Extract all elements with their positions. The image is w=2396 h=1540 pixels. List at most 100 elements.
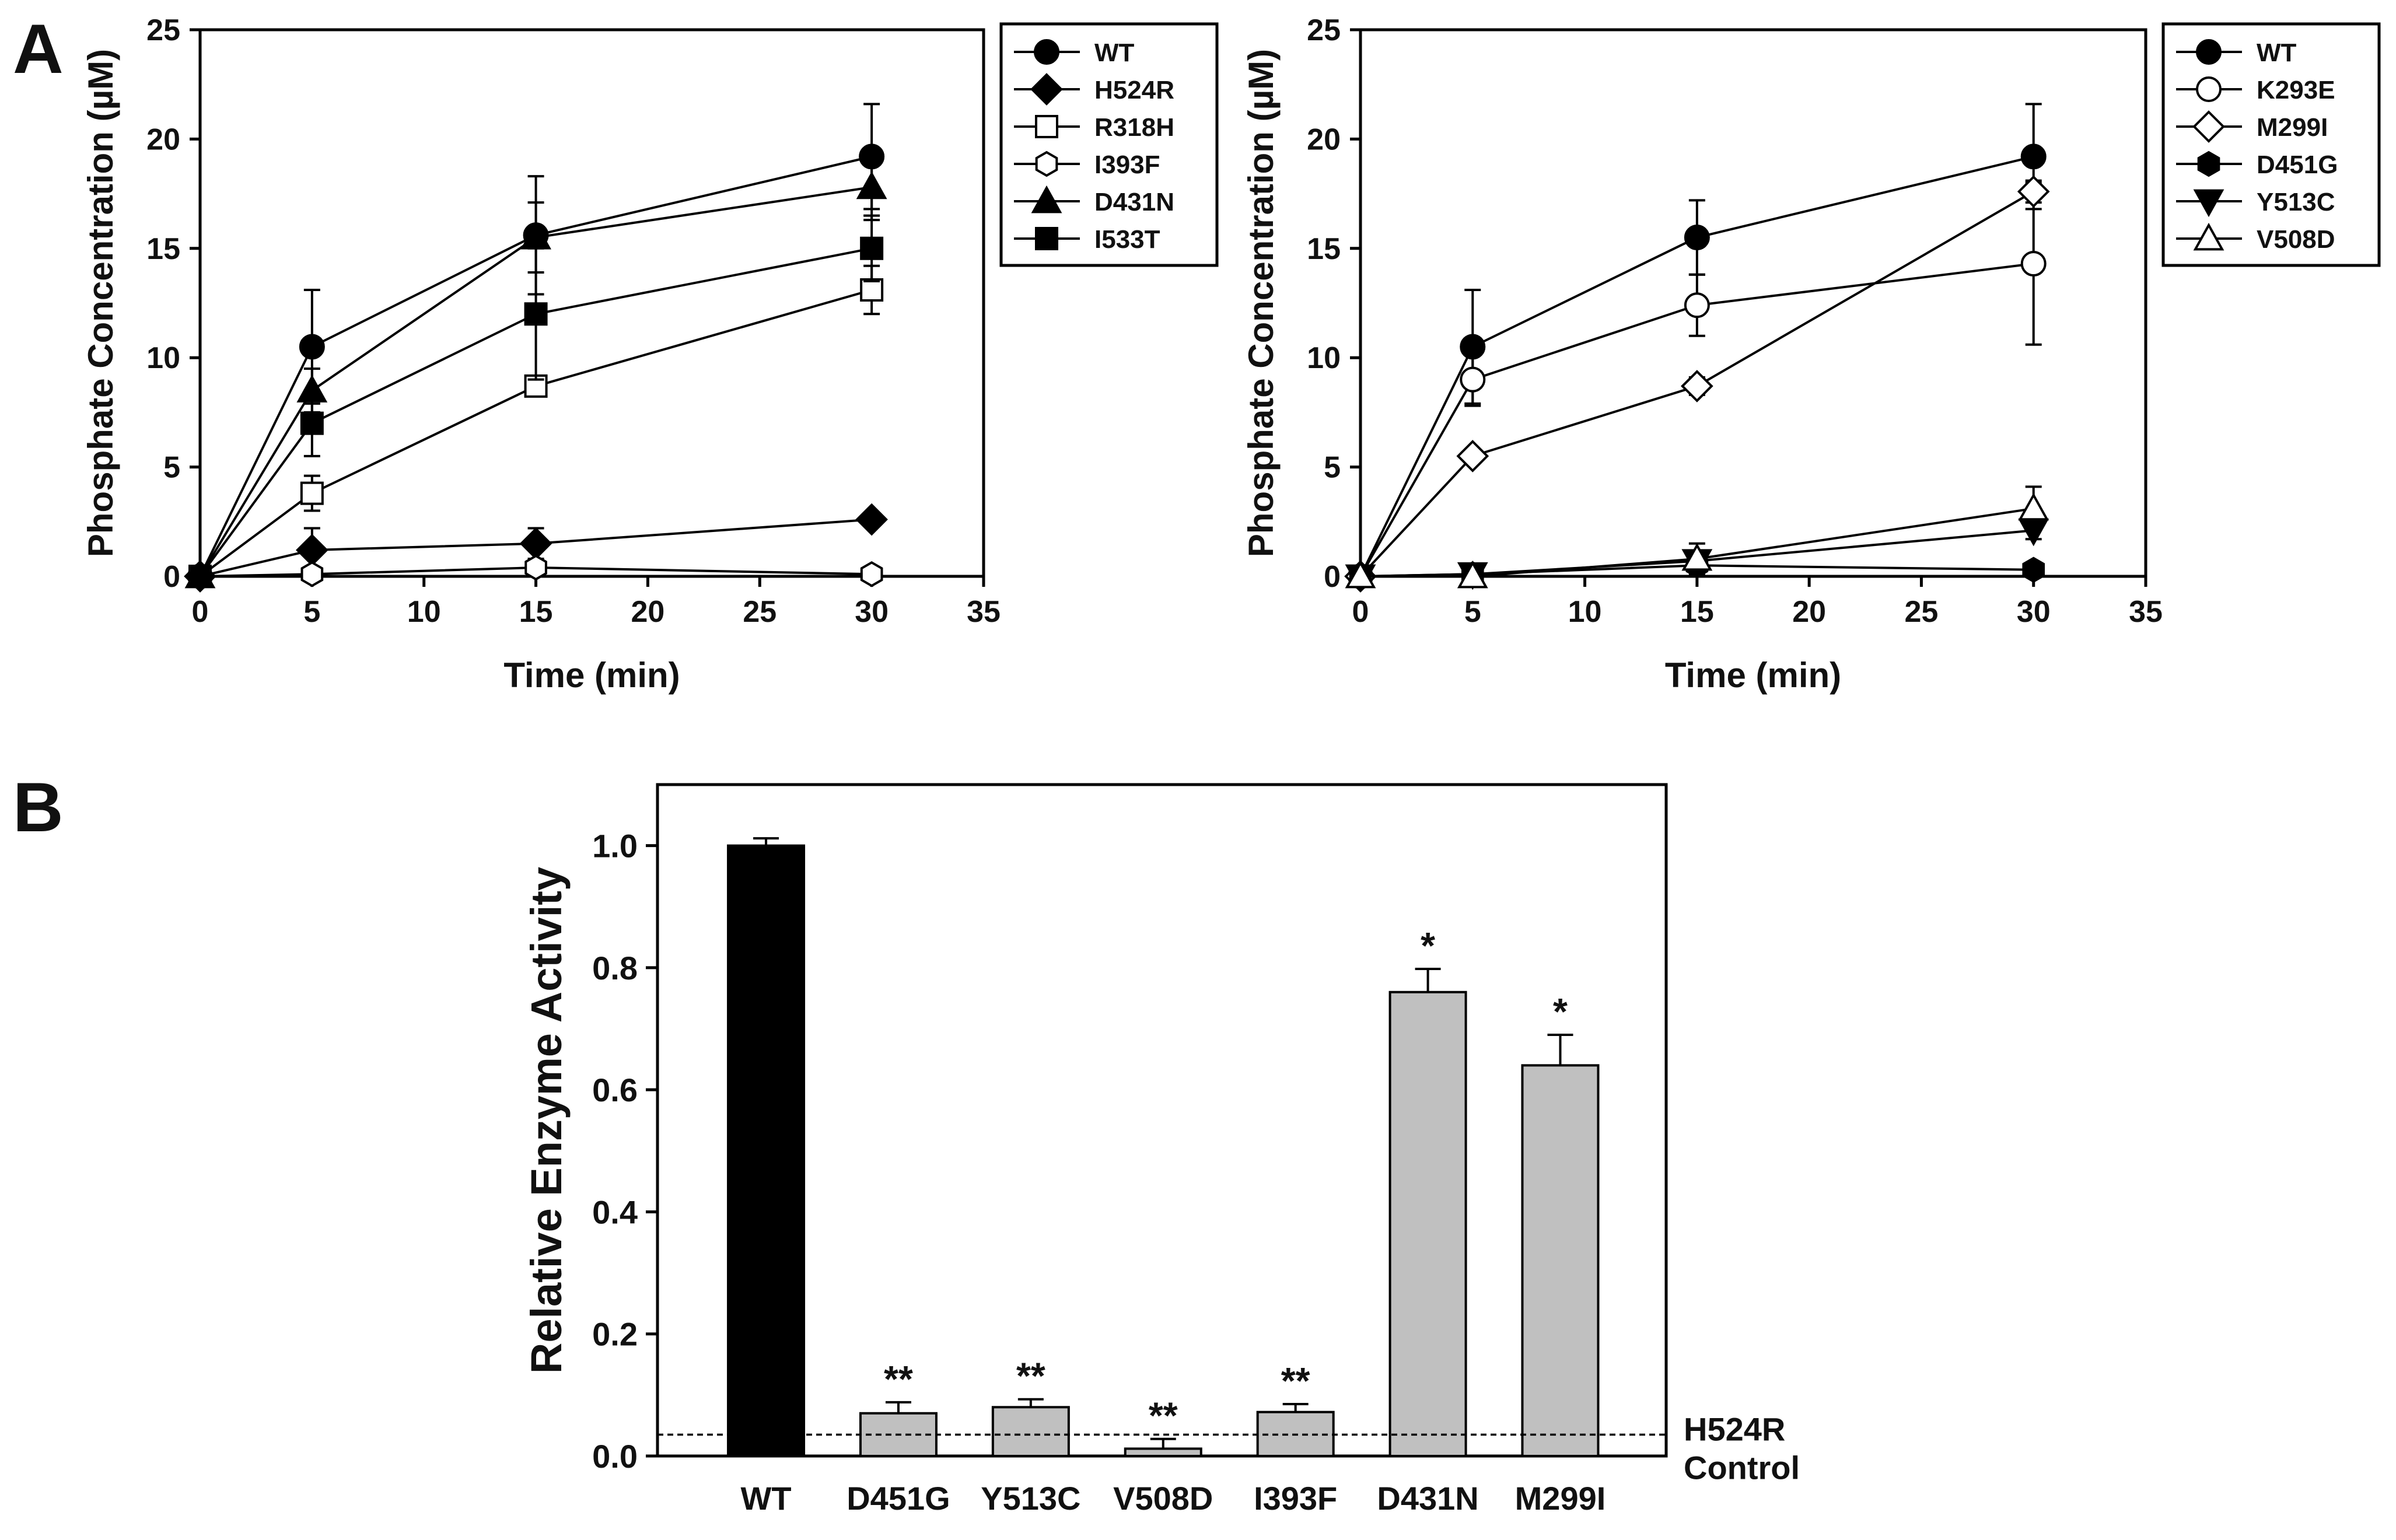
y-tick-label: 5	[163, 451, 180, 485]
x-axis-title: Time (min)	[1665, 656, 1841, 695]
x-tick-label: 30	[2017, 595, 2051, 629]
legend-label: V508D	[2257, 225, 2335, 254]
x-tick-label: 5	[303, 595, 320, 629]
series-wt	[1348, 103, 2047, 589]
data-point	[1684, 225, 1710, 251]
series-line	[200, 566, 872, 578]
legend-marker	[1035, 150, 1058, 177]
y-tick-label: 0.4	[592, 1194, 638, 1230]
significance-mark: *	[1421, 925, 1435, 967]
data-point	[2020, 251, 2047, 277]
legend-marker	[1034, 39, 1059, 65]
chart-a-right: 0 5 10 15 20 25 30 35 0 5 10 15 20 25 Time (min) Phosph…	[1241, 13, 2381, 695]
data-point	[300, 411, 324, 435]
data-point	[300, 481, 324, 505]
bar	[1521, 1064, 1600, 1457]
data-point	[519, 527, 552, 560]
panel-label-b: B	[13, 768, 64, 846]
legend-marker	[1035, 227, 1058, 250]
series-line	[1360, 507, 2034, 578]
legend-label: I393F	[1094, 150, 1160, 179]
bar-d431n: * D431N	[1377, 925, 1478, 1517]
x-tick-label: WT	[741, 1480, 792, 1517]
series-line	[1359, 155, 2034, 577]
x-tick-label: D431N	[1377, 1480, 1478, 1517]
series-i533t	[188, 214, 884, 588]
x-axis-title: Time (min)	[503, 656, 680, 695]
legend-item: H524R	[1014, 73, 1174, 106]
data-point	[299, 334, 325, 360]
legend-marker	[2196, 39, 2222, 65]
y-tick-label: 25	[1307, 13, 1341, 47]
legend: WT H524R R318H I393F D431N I533T	[999, 22, 1219, 267]
legend-marker	[2192, 110, 2225, 143]
legend-item: D451G	[2176, 150, 2338, 179]
bar-d451g: ** D451G	[847, 1358, 950, 1517]
panel-label-a: A	[13, 10, 64, 88]
series-v508d	[1345, 485, 2049, 589]
y-tick-label: 5	[1324, 451, 1341, 485]
x-tick-label: 20	[631, 595, 665, 629]
data-point	[860, 236, 884, 260]
legend-item: R318H	[1014, 113, 1174, 142]
data-point	[1681, 542, 1713, 571]
y-tick-label: 0.0	[592, 1438, 638, 1475]
bar	[727, 844, 806, 1457]
bar	[1124, 1447, 1202, 1457]
plot-frame	[1359, 28, 2147, 578]
x-tick-label: D451G	[847, 1480, 950, 1517]
data-point	[2018, 492, 2049, 521]
legend-item: Y513C	[2176, 188, 2335, 218]
series-line	[1359, 190, 2034, 578]
data-point	[2020, 144, 2047, 170]
x-tick-label: 25	[1905, 595, 1939, 629]
bar-wt: WT	[727, 837, 806, 1517]
y-tick-label: 10	[1307, 341, 1341, 375]
data-point	[860, 278, 884, 302]
y-tick-label: 0	[1324, 560, 1341, 594]
y-tick-label: 0.8	[592, 950, 638, 986]
legend-marker	[2196, 76, 2222, 102]
data-point	[856, 171, 887, 200]
series-line	[199, 186, 872, 578]
x-tick-label: 10	[1568, 595, 1602, 629]
legend-item: D431N	[1014, 185, 1174, 216]
legend-item: WT	[1014, 38, 1135, 67]
legend-marker	[1030, 73, 1063, 106]
x-tick-label: 10	[407, 595, 441, 629]
legend-label: D451G	[2257, 150, 2338, 179]
legend-label: WT	[1094, 38, 1135, 67]
data-point	[524, 374, 548, 398]
chart-a-left: 0 5 10 15 20 25 30 35 0 5 10 15 20 25 Time (min) Phosph…	[81, 13, 1219, 695]
series-m299i	[1344, 175, 2050, 593]
data-point	[524, 302, 548, 326]
x-tick-label: 30	[855, 595, 889, 629]
legend-label: WT	[2257, 38, 2297, 67]
x-tick-label: 0	[192, 595, 209, 629]
series-line	[199, 155, 872, 577]
legend-item: WT	[2176, 38, 2297, 67]
y-tick-label: 0	[163, 560, 180, 594]
x-tick-label: 5	[1464, 595, 1481, 629]
y-tick-label: 20	[1307, 123, 1341, 156]
plot-frame	[656, 783, 1668, 1458]
legend-label: Y513C	[2257, 188, 2335, 216]
series-line	[1359, 262, 2034, 577]
legend-label: D431N	[1094, 188, 1174, 216]
x-tick-label: I393F	[1254, 1480, 1337, 1517]
significance-mark: **	[1149, 1395, 1178, 1437]
data-point	[860, 561, 883, 587]
x-tick-label: 15	[519, 595, 553, 629]
bar-v508d: ** V508D	[1113, 1395, 1213, 1517]
y-axis-title: Relative Enzyme Activity	[522, 867, 571, 1374]
chart-b: 0.0 0.2 0.4 0.6 0.8 1.0 Relative Enzyme Activi…	[522, 783, 1800, 1517]
bar-i393f: ** I393F	[1254, 1360, 1337, 1517]
data-point	[2022, 556, 2045, 583]
y-tick-label: 10	[146, 341, 180, 375]
legend-label: H524R	[1094, 76, 1174, 104]
legend-box	[2161, 22, 2381, 267]
y-axis-title: Phosphate Concentration (µM)	[1241, 49, 1281, 557]
legend-item: K293E	[2176, 76, 2335, 104]
bar	[991, 1406, 1070, 1458]
